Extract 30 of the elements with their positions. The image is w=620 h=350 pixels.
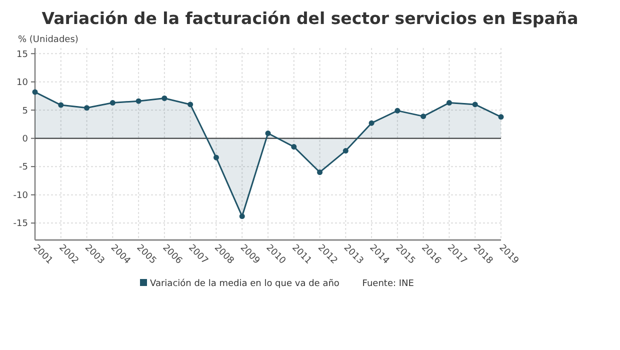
source-note: Fuente: INE: [362, 279, 414, 289]
point: [110, 100, 116, 106]
point: [420, 114, 426, 120]
point: [472, 102, 478, 108]
point: [162, 96, 168, 102]
chart-title: Variación de la facturación del sector servicios en España: [42, 9, 578, 28]
legend-label: Variación de la media en lo que va de año: [150, 278, 342, 289]
point: [342, 148, 348, 154]
point: [446, 100, 452, 106]
point: [84, 105, 90, 111]
point: [265, 130, 271, 136]
y-tick-label: 5: [22, 106, 28, 116]
point: [32, 89, 38, 95]
point: [239, 214, 245, 220]
point: [136, 98, 142, 104]
y-tick-label: 10: [16, 78, 28, 88]
point: [291, 144, 297, 150]
y-tick-label: -10: [13, 190, 28, 201]
y-axis-title: % (Unidades): [18, 35, 78, 45]
y-tick-label: 0: [22, 134, 28, 145]
point: [317, 169, 323, 175]
point: [498, 114, 504, 120]
point: [368, 120, 374, 126]
y-tick-label: 15: [16, 50, 28, 60]
y-tick-label: -15: [13, 219, 28, 230]
point: [213, 154, 219, 160]
point: [188, 102, 194, 108]
point: [394, 108, 400, 114]
y-tick-label: -5: [19, 162, 28, 173]
point: [58, 102, 64, 108]
